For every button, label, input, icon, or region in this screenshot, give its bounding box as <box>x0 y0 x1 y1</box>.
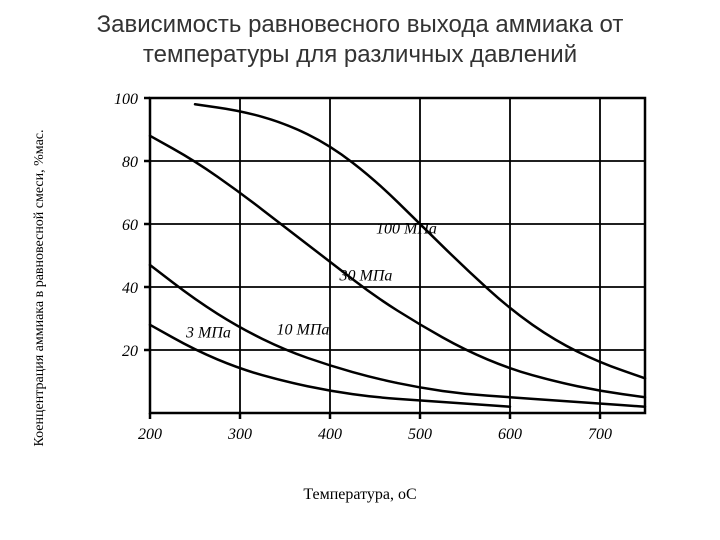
y-tick-label: 100 <box>114 91 138 108</box>
y-tick-label: 60 <box>122 217 138 234</box>
y-tick-label: 40 <box>122 280 138 297</box>
y-axis-label: Коенцентрация аммиака в равновесной смес… <box>32 130 48 447</box>
series-line <box>150 136 645 397</box>
series-label: 10 МПа <box>277 321 330 338</box>
series-label: 30 МПа <box>339 268 393 285</box>
x-tick-label: 200 <box>138 426 162 443</box>
x-tick-label: 400 <box>318 426 342 443</box>
page-title: Зависимость равновесного выхода аммиака … <box>0 0 720 78</box>
line-chart: 200 300 400 500 600 700 20 40 60 80 100 3 МПа 10 МПа… <box>50 78 670 468</box>
x-tick-label: 300 <box>227 426 252 443</box>
chart-container: Коенцентрация аммиака в равновесной смес… <box>50 78 670 498</box>
y-tick-label: 20 <box>122 343 138 360</box>
series-label: 100 МПа <box>376 220 437 237</box>
x-tick-label: 600 <box>498 426 522 443</box>
y-tick-label: 80 <box>122 154 138 171</box>
series-label: 3 МПа <box>185 324 231 341</box>
x-tick-label: 700 <box>588 426 612 443</box>
plot-frame <box>150 98 645 413</box>
x-tick-label: 500 <box>408 426 432 443</box>
x-axis-label: Температура, оС <box>50 486 670 504</box>
